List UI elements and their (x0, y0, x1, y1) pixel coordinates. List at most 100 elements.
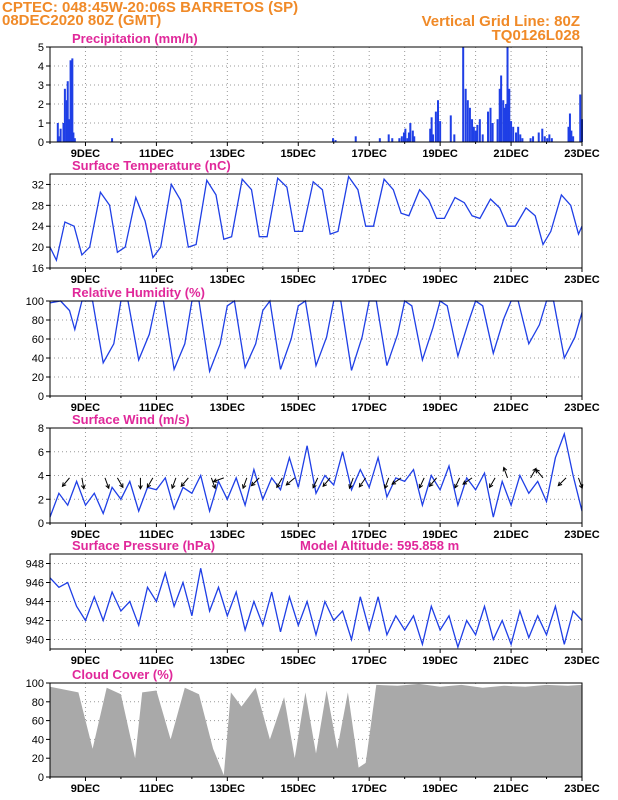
precip-bar (515, 132, 518, 142)
wind-arrow (146, 477, 154, 488)
precip-bar (406, 138, 409, 142)
wind-arrow-head (241, 484, 247, 490)
wind-arrow-head (391, 480, 397, 485)
x-tick-label: 15DEC (281, 655, 317, 667)
precip-bar (111, 138, 114, 142)
wind-arrow (242, 477, 248, 489)
panel-title-pres: Surface Pressure (hPa) (72, 538, 215, 553)
panel-title-rh: Relative Humidity (%) (72, 285, 205, 300)
wind-arrow-head (61, 482, 67, 488)
x-tick-label: 9DEC (71, 274, 100, 286)
precip-bar (62, 123, 65, 142)
precip-bar (449, 115, 452, 142)
precip-bar (472, 126, 475, 142)
y-tick-label: 0 (38, 391, 44, 403)
wind-arrow (213, 477, 224, 483)
x-tick-label: 21DEC (493, 783, 529, 795)
y-tick-label: 946 (26, 578, 44, 590)
wind-arrow-head (322, 482, 328, 488)
wind-arrow-head (502, 466, 508, 472)
wind-arrow (503, 467, 508, 479)
wind-arrow-head (428, 482, 434, 488)
precip-bar (512, 126, 515, 142)
wind-arrow (489, 477, 496, 488)
y-tick-label: 40 (32, 734, 44, 746)
panel-wind: 0 2 4 6 8 9DEC 11DEC 13DEC 15DEC 17DEC 19DEC 21DEC 2… (38, 412, 600, 541)
precip-bar (407, 132, 410, 142)
wind-arrow-head (312, 483, 317, 489)
model-altitude: Model Altitude: 595.858 m (300, 538, 459, 553)
wind-arrow-head (180, 482, 186, 488)
precip-bar (464, 88, 467, 142)
wind-arrow (349, 477, 354, 489)
y-tick-label: 60 (32, 716, 44, 728)
wind-arrow (557, 477, 567, 487)
precip-bar (508, 88, 511, 142)
wind-arrow-head (285, 481, 291, 486)
wind-arrow (419, 477, 425, 489)
panel-frame (49, 46, 583, 143)
wind-arrow-head (535, 468, 540, 474)
panel-pres: 940 942 944 946 948 9DEC 11DEC 13DEC 15DEC 17DEC 1… (26, 538, 600, 667)
wind-arrow-head (557, 481, 563, 487)
precip-bar (546, 138, 549, 142)
precip-bar (59, 128, 62, 142)
wind-arrow (62, 477, 70, 487)
x-tick-label: 19DEC (422, 148, 458, 160)
x-tick-label: 19DEC (422, 274, 458, 286)
wind-arrow (210, 477, 216, 489)
precip-bar (519, 134, 522, 142)
y-tick-label: 5 (38, 42, 44, 54)
x-tick-label: 21DEC (493, 402, 529, 414)
precip-bar (510, 121, 513, 142)
precip-bar (378, 138, 381, 142)
x-tick-label: 23DEC (564, 274, 600, 286)
x-tick-label: 17DEC (351, 655, 387, 667)
x-tick-label: 23DEC (564, 783, 600, 795)
precip-bar (72, 132, 75, 142)
y-tick-label: 4 (38, 471, 44, 483)
y-tick-label: 1 (38, 118, 44, 130)
y-tick-label: 60 (32, 334, 44, 346)
wind-arrow-head (418, 483, 424, 489)
wind-arrow-head (211, 484, 217, 490)
precip-bar (503, 107, 506, 142)
grid-line-note: Vertical Grid Line: 80Z (421, 13, 580, 30)
y-tick-label: 942 (26, 616, 44, 628)
wind-arrow (251, 477, 260, 487)
precip-bar (500, 75, 503, 142)
wind-arrow (384, 477, 390, 489)
x-tick-label: 21DEC (493, 148, 529, 160)
x-tick-label: 19DEC (422, 655, 458, 667)
x-tick-label: 23DEC (564, 148, 600, 160)
precip-bar (63, 88, 66, 142)
panel-frame (49, 300, 583, 397)
precip-bar (471, 119, 474, 142)
model-code: TQ0126L028 (491, 27, 580, 44)
y-tick-label: 3 (38, 80, 44, 92)
wind-arrow-head (105, 484, 110, 490)
wind-arrow (180, 477, 189, 487)
precip-bar (453, 134, 456, 142)
wind-arrow (81, 477, 85, 489)
precip-bar (354, 136, 357, 142)
x-tick-label: 13DEC (210, 402, 246, 414)
wind-arrow-head (454, 483, 459, 489)
x-tick-label: 13DEC (210, 655, 246, 667)
wind-arrow (535, 469, 544, 479)
precip-bar (521, 138, 524, 142)
precip-bar (466, 100, 469, 142)
wind-arrow (104, 477, 110, 489)
x-tick-label: 17DEC (351, 148, 387, 160)
precip-bar (66, 81, 69, 142)
y-tick-label: 80 (32, 315, 44, 327)
precip-bar (478, 119, 481, 142)
y-tick-label: 948 (26, 559, 44, 571)
wind-arrow-head (250, 481, 256, 487)
y-tick-label: 8 (38, 423, 44, 435)
precip-bar (404, 128, 407, 142)
x-tick-label: 23DEC (564, 655, 600, 667)
y-tick-label: 40 (32, 353, 44, 365)
y-tick-label: 80 (32, 697, 44, 709)
